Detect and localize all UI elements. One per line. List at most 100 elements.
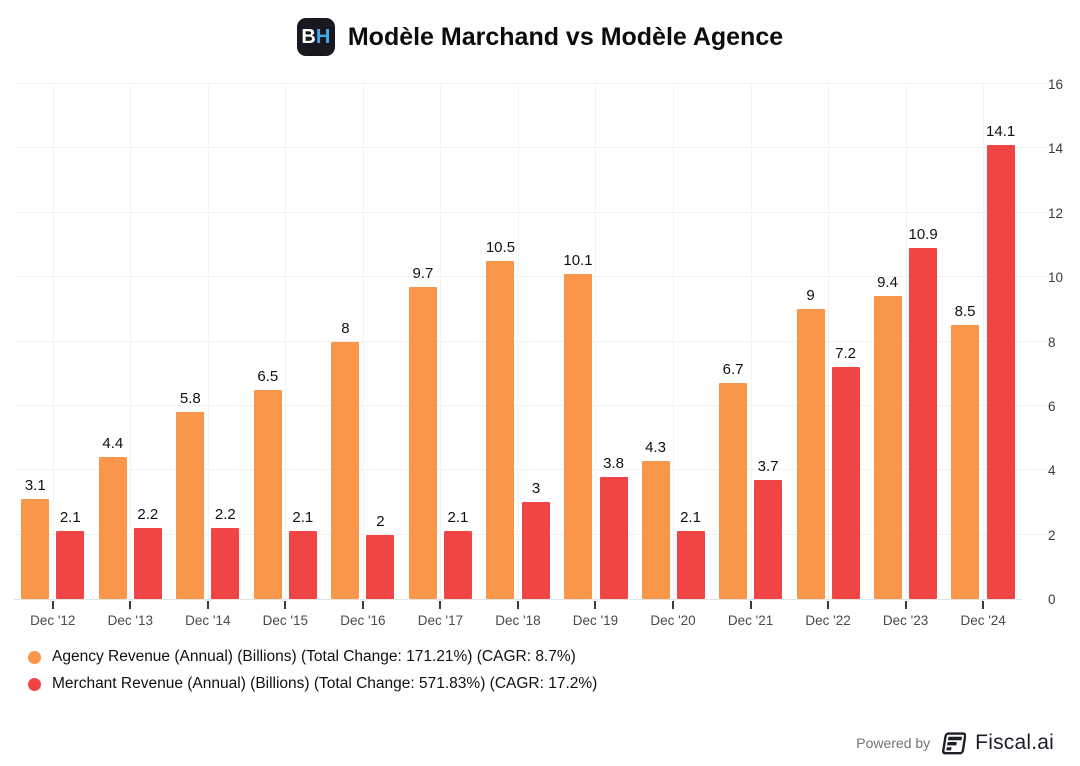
bar-value-label: 2.2 — [214, 506, 236, 524]
merchant-bar — [366, 534, 395, 599]
x-axis-cell: Dec '19 — [557, 601, 635, 628]
v-gridline — [983, 85, 985, 599]
agency-bar-column: 3.1 — [21, 477, 50, 599]
bar-group: 9.7 2.1 — [402, 85, 480, 599]
fiscal-ai-logo-icon — [942, 731, 967, 754]
x-axis: Dec '12 Dec '13 Dec '14 Dec '15 Dec '16 Dec '… — [14, 601, 1022, 628]
agency-bar-column: 4.3 — [641, 439, 670, 599]
agency-bar-column: 9 — [796, 287, 825, 599]
agency-bar — [486, 261, 515, 599]
x-tick-label: Dec '14 — [185, 613, 231, 628]
agency-bar — [563, 273, 592, 599]
x-tick-label: Dec '12 — [30, 613, 76, 628]
bar-value-label: 2.1 — [59, 509, 81, 527]
bar-group: 3.1 2.1 — [14, 85, 92, 599]
h-gridline — [14, 340, 1049, 342]
agency-bar-column: 6.5 — [253, 367, 282, 599]
v-gridline — [905, 85, 907, 599]
x-tick-label: Dec '15 — [262, 613, 309, 628]
agency-bar — [21, 499, 50, 599]
agency-bar-column: 9.7 — [408, 265, 437, 599]
x-axis-cell: Dec '22 — [789, 601, 867, 628]
merchant-bar-column: 2.1 — [443, 509, 472, 599]
bar-value-label: 2 — [376, 512, 385, 530]
x-tick — [361, 601, 364, 609]
chart-title: Modèle Marchand vs Modèle Agence — [347, 22, 784, 51]
plot-area: 3.1 2.1 4.4 2.2 5.8 2.2 6.5 2.1 8 2 9.7 2.1 10.5 3 10.… — [14, 83, 1049, 600]
merchant-bar-column: 10.9 — [909, 226, 938, 599]
bar-group: 4.4 2.2 — [92, 85, 170, 599]
bar-value-label: 10.9 — [908, 226, 938, 244]
v-gridline — [595, 85, 597, 599]
h-gridline — [14, 83, 1049, 84]
bar-value-label: 6.5 — [257, 367, 279, 385]
v-gridline — [673, 85, 675, 599]
merchant-bar — [56, 531, 85, 599]
x-tick — [749, 601, 752, 609]
bar-value-label: 5.8 — [179, 390, 201, 408]
x-axis-cell: Dec '21 — [712, 601, 790, 628]
v-gridline — [440, 85, 442, 599]
v-gridline — [517, 85, 519, 599]
bar-value-label: 3.1 — [24, 477, 46, 495]
merchant-bar-column: 2.1 — [676, 509, 705, 599]
y-tick-label: 14 — [1048, 141, 1064, 157]
agency-bar-column: 8 — [331, 319, 360, 599]
x-tick — [516, 601, 519, 609]
agency-bar-column: 4.4 — [98, 435, 127, 599]
x-tick — [594, 601, 597, 609]
merchant-bar-column: 3 — [522, 480, 551, 599]
bar-group: 4.3 2.1 — [634, 85, 712, 599]
bh-logo-letter-h: H — [315, 25, 331, 48]
agency-bar-column: 8.5 — [951, 303, 980, 599]
merchant-bar-column: 3.7 — [754, 457, 783, 599]
bar-value-label: 3.7 — [757, 457, 779, 475]
bar-value-label: 9 — [806, 287, 815, 305]
x-tick-label: Dec '19 — [572, 613, 619, 628]
merchant-bar-column: 3.8 — [599, 454, 628, 599]
x-tick-label: Dec '13 — [107, 613, 153, 628]
agency-bar — [98, 457, 127, 599]
bar-value-label: 2.1 — [292, 509, 314, 527]
merchant-bar-column: 2.1 — [56, 509, 85, 599]
agency-bar — [873, 296, 902, 599]
merchant-bar-column: 2 — [366, 512, 395, 599]
x-tick-label: Dec '20 — [650, 613, 696, 628]
agency-bar-column: 10.1 — [563, 251, 593, 599]
merchant-legend-label: Merchant Revenue (Annual) (Billions) (To… — [52, 675, 598, 692]
x-axis-cell: Dec '16 — [324, 601, 402, 628]
bar-group: 10.1 3.8 — [557, 85, 635, 599]
bar-value-label: 10.5 — [485, 239, 516, 256]
bar-value-label: 8.5 — [954, 303, 976, 321]
x-axis-cell: Dec '20 — [634, 601, 712, 628]
bar-group: 9.4 10.9 — [867, 85, 945, 599]
merchant-bar — [754, 479, 783, 599]
agency-bar — [253, 389, 282, 599]
x-tick — [129, 601, 132, 609]
bar-value-label: 8 — [341, 319, 350, 337]
x-tick — [206, 601, 209, 609]
brand-name: Fiscal.ai — [975, 731, 1054, 754]
x-tick-label: Dec '22 — [805, 613, 851, 628]
y-tick-label: 10 — [1048, 270, 1064, 286]
x-tick-label: Dec '21 — [727, 613, 774, 628]
bar-group: 6.7 3.7 — [712, 85, 790, 599]
bar-value-label: 10.1 — [563, 251, 593, 269]
agency-bar-column: 5.8 — [176, 390, 205, 599]
bh-logo-letter-b: B — [301, 25, 316, 48]
bar-value-label: 2.1 — [680, 509, 701, 527]
merchant-bar — [522, 502, 551, 599]
legend-item-agency: Agency Revenue (Annual) (Billions) (Tota… — [28, 648, 597, 666]
x-axis-cell: Dec '24 — [944, 601, 1022, 628]
bar-value-label: 6.7 — [722, 361, 744, 379]
bar-value-label: 2.2 — [137, 506, 159, 524]
bar-value-label: 3.8 — [603, 454, 624, 472]
x-tick — [672, 601, 675, 609]
bar-value-label: 4.4 — [102, 435, 124, 453]
x-axis-cell: Dec '12 — [14, 601, 92, 628]
v-gridline — [828, 85, 830, 599]
y-tick-label: 0 — [1048, 592, 1056, 607]
agency-bar-column: 9.4 — [873, 274, 902, 599]
bar-value-label: 3 — [531, 480, 541, 498]
